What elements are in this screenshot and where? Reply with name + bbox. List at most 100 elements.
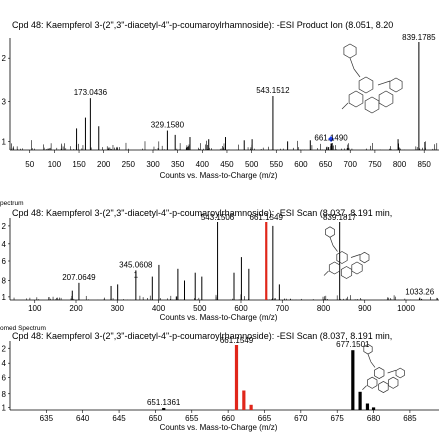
ring: [389, 77, 403, 93]
x-tick-label: 650: [149, 414, 163, 423]
x-tick-label: 675: [331, 414, 345, 423]
y-tick-label: 1: [2, 403, 7, 412]
peak-label: 1033.26: [405, 288, 434, 297]
x-tick-label: 200: [69, 304, 83, 313]
bond: [350, 254, 361, 258]
peak-label: 543.1506: [201, 213, 235, 222]
x-tick-label: 350: [171, 160, 185, 169]
bond: [367, 353, 372, 362]
x-tick-label: 685: [403, 414, 417, 423]
y-tick-label: 1: [2, 137, 7, 146]
x-axis-title: Counts vs. Mass-to-Charge (m/z): [160, 313, 278, 322]
ring: [378, 90, 394, 108]
x-tick-label: 550: [270, 160, 284, 169]
x-tick-label: 500: [245, 160, 259, 169]
x-tick-label: 450: [220, 160, 234, 169]
ring: [359, 251, 370, 264]
chart-title: Cpd 48: Kaempferol 3-(2",3"-diacetyl-4"-…: [12, 208, 392, 218]
x-tick-label: 1000: [397, 304, 415, 313]
x-tick-label: 750: [368, 160, 382, 169]
peak-label: 345.0608: [119, 260, 153, 269]
x-tick-label: 700: [276, 304, 290, 313]
molecular-structure-bottom: [362, 343, 405, 394]
ring: [340, 266, 353, 279]
x-tick-label: 655: [185, 414, 199, 423]
x-tick-label: 645: [112, 414, 126, 423]
chart-title: Cpd 48: Kaempferol 3-(2",3"-diacetyl-4"-…: [12, 331, 392, 341]
bond: [387, 369, 397, 374]
y-tick-label: 6: [2, 374, 7, 383]
ring: [351, 261, 363, 275]
ring: [325, 226, 335, 238]
ring: [358, 76, 374, 94]
x-tick-label: 100: [28, 304, 42, 313]
spectrum-panel-1: Cpd 48: Kaempferol 3-(2",3"-diacetyl-4"-…: [2, 20, 439, 180]
molecular-structure-middle: [323, 226, 370, 279]
bond: [332, 245, 338, 252]
x-tick-label: 500: [193, 304, 207, 313]
x-tick-label: 700: [344, 160, 358, 169]
peak-label: 661.1490: [314, 134, 348, 143]
peak-label: 661.1549: [250, 213, 284, 222]
ring: [364, 96, 380, 114]
peak-label-suffix: 1: [134, 270, 139, 279]
y-tick-label: 2: [2, 222, 7, 231]
x-tick-label: 200: [97, 160, 111, 169]
peak-label: 543.1512: [256, 86, 290, 95]
x-tick-label: 300: [146, 160, 160, 169]
y-tick-label: 6: [2, 257, 7, 266]
ring: [388, 376, 399, 389]
x-tick-label: 635: [40, 414, 54, 423]
bond: [377, 80, 391, 86]
precursor-marker: [328, 136, 335, 142]
ring: [378, 380, 389, 394]
chart-title: Cpd 48: Kaempferol 3-(2",3"-diacetyl-4"-…: [12, 20, 393, 30]
y-tick-label: 8: [2, 390, 7, 399]
x-tick-label: 250: [122, 160, 136, 169]
bond: [323, 270, 329, 276]
x-tick-label: 680: [367, 414, 381, 423]
ring: [395, 367, 405, 379]
ring: [336, 251, 348, 264]
bond: [353, 68, 361, 78]
x-tick-label: 800: [393, 160, 407, 169]
x-axis-title: Counts vs. Mass-to-Charge (m/z): [160, 423, 278, 432]
ring: [367, 376, 378, 389]
bond: [370, 361, 376, 368]
x-tick-label: 650: [319, 160, 333, 169]
peak-label: 839.1817: [323, 213, 357, 222]
ring: [374, 366, 385, 380]
y-tick-label: 1: [2, 293, 7, 302]
peak-label: 651.1361: [147, 398, 181, 407]
y-tick-label: 8: [2, 277, 7, 286]
ring: [343, 43, 357, 59]
x-tick-label: 665: [258, 414, 272, 423]
x-tick-label: 600: [294, 160, 308, 169]
ring: [328, 261, 341, 275]
peak-label: 661.1549: [220, 336, 254, 345]
bond: [329, 237, 334, 246]
peak-label: 329.1580: [151, 121, 185, 130]
bond: [341, 102, 349, 110]
x-axis-title: Counts vs. Mass-to-Charge (m/z): [160, 171, 278, 180]
x-tick-label: 50: [25, 160, 34, 169]
bond: [349, 57, 355, 70]
x-tick-label: 400: [152, 304, 166, 313]
x-tick-label: 100: [48, 160, 62, 169]
peak-label: 207.0649: [62, 273, 96, 282]
panel-label: pectrum: [0, 200, 23, 207]
x-tick-label: 150: [72, 160, 86, 169]
y-tick-label: 4: [2, 240, 7, 249]
x-tick-label: 900: [358, 304, 372, 313]
molecular-structure-top: [341, 43, 403, 114]
x-tick-label: 850: [418, 160, 432, 169]
peak-label: 677.1501: [336, 340, 370, 349]
x-tick-label: 640: [76, 414, 90, 423]
x-tick-label: 300: [111, 304, 125, 313]
x-tick-label: 660: [221, 414, 235, 423]
x-tick-label: 600: [234, 304, 248, 313]
x-tick-label: 670: [294, 414, 308, 423]
